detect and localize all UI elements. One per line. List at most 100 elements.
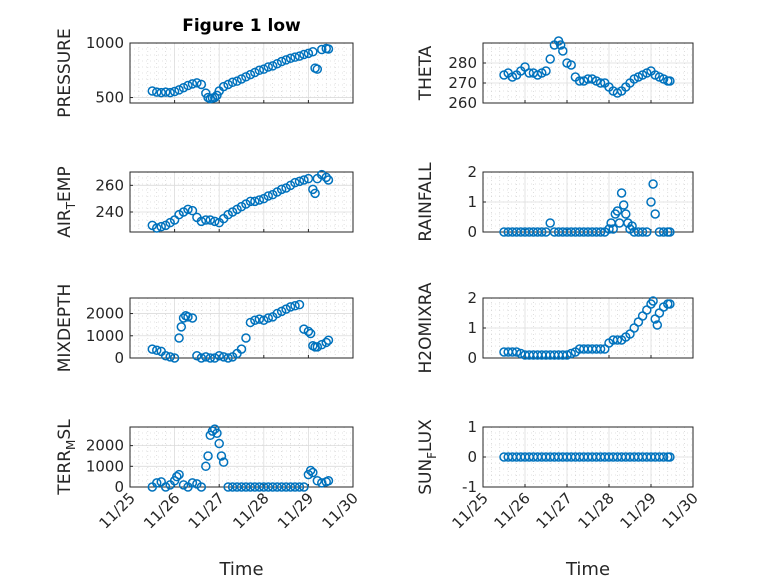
data-point <box>192 351 202 361</box>
data-point <box>294 482 305 492</box>
subplot-rainfall: 0 1 2 RAINFALL <box>416 162 694 242</box>
y-tick-label: 260 <box>95 176 124 194</box>
data-point <box>178 82 189 93</box>
data-point <box>612 206 623 216</box>
data-point <box>648 296 658 306</box>
y-tick-label: 1000 <box>86 327 124 345</box>
axes-background <box>129 297 354 359</box>
subplot-pressure: 500 1000 PRESSURE Figure 1 low <box>55 16 354 118</box>
y-axis-label: SUNFLUX <box>416 419 439 495</box>
data-point <box>299 175 309 185</box>
data-point <box>308 467 318 478</box>
data-point <box>555 40 566 50</box>
data-point <box>303 173 314 184</box>
data-point <box>156 87 166 98</box>
data-point <box>637 227 648 237</box>
data-point <box>294 299 305 310</box>
y-axis-label: AIRTEMP <box>55 166 78 237</box>
y-axis-label: TERRMSL <box>55 419 78 496</box>
data-point <box>566 60 576 70</box>
y-tick-label: 2000 <box>86 437 124 455</box>
data-point <box>176 322 187 332</box>
data-point <box>272 482 282 492</box>
axes-frame <box>129 42 354 104</box>
data-point <box>574 76 585 86</box>
y-tick-label: 270 <box>448 74 477 92</box>
data-point <box>245 317 256 328</box>
figure-title: Figure 1 low <box>182 16 301 36</box>
data-point <box>160 87 171 97</box>
data-point <box>665 299 675 309</box>
data-point <box>169 86 180 97</box>
data-point <box>321 172 331 183</box>
data-point <box>174 85 184 95</box>
data-point <box>207 426 218 436</box>
x-tick-label: 11/28 <box>575 489 618 532</box>
data-point <box>290 52 300 62</box>
data-point <box>621 209 631 219</box>
y-tick-label: 1 <box>467 319 477 337</box>
data-point <box>183 80 193 91</box>
data-point <box>254 482 265 492</box>
data-point <box>259 315 269 325</box>
data-point <box>665 227 675 237</box>
y-tick-label: -1 <box>462 478 477 496</box>
data-point <box>187 79 198 89</box>
data-point <box>272 58 282 69</box>
data-point <box>201 352 211 362</box>
data-point <box>294 176 305 187</box>
data-point <box>241 72 251 82</box>
data-point <box>665 76 675 86</box>
data-point <box>595 78 606 88</box>
data-point <box>183 312 193 322</box>
data-point <box>254 195 265 205</box>
data-point <box>183 204 193 215</box>
data-point <box>201 215 211 225</box>
data-point <box>254 314 265 324</box>
data-point <box>250 315 260 325</box>
data-point <box>276 184 287 195</box>
y-tick-label: 280 <box>448 54 477 72</box>
data-point <box>263 62 274 72</box>
data-point <box>281 482 291 492</box>
data-point <box>196 482 207 492</box>
data-point <box>147 86 158 96</box>
data-point <box>652 320 663 330</box>
data-point <box>290 301 300 311</box>
data-point <box>218 457 229 467</box>
data-point <box>272 308 282 319</box>
y-axis-label: RAINFALL <box>416 162 436 242</box>
data-point <box>650 209 660 219</box>
data-point <box>618 200 629 210</box>
axes-frame <box>482 297 694 359</box>
y-tick-label: 1000 <box>86 457 124 475</box>
data-point <box>665 452 675 462</box>
y-axis-label: THETA <box>416 45 436 101</box>
data-point <box>196 79 207 90</box>
data-point <box>236 344 247 354</box>
data-point <box>156 221 166 232</box>
y-tick-label: 0 <box>114 349 124 367</box>
data-point <box>583 74 593 84</box>
data-point <box>259 64 269 74</box>
y-axis-label: PRESSURE <box>55 28 75 117</box>
data-point <box>537 227 547 237</box>
y-tick-label: 1 <box>467 418 477 436</box>
data-point <box>646 197 656 207</box>
data-point <box>312 342 323 352</box>
data-point <box>236 482 247 492</box>
data-point <box>209 353 220 363</box>
data-point <box>236 74 247 84</box>
data-point <box>178 480 189 490</box>
y-tick-label: 260 <box>448 94 477 112</box>
data-point <box>299 324 309 334</box>
y-tick-label: 0 <box>114 478 124 496</box>
data-point <box>218 81 229 92</box>
data-point <box>214 351 224 361</box>
data-point <box>250 196 260 207</box>
data-point <box>294 51 305 61</box>
subplot-mixdepth: 0 1000 2000 MIXDEPTH <box>55 284 354 372</box>
data-point <box>658 227 669 237</box>
